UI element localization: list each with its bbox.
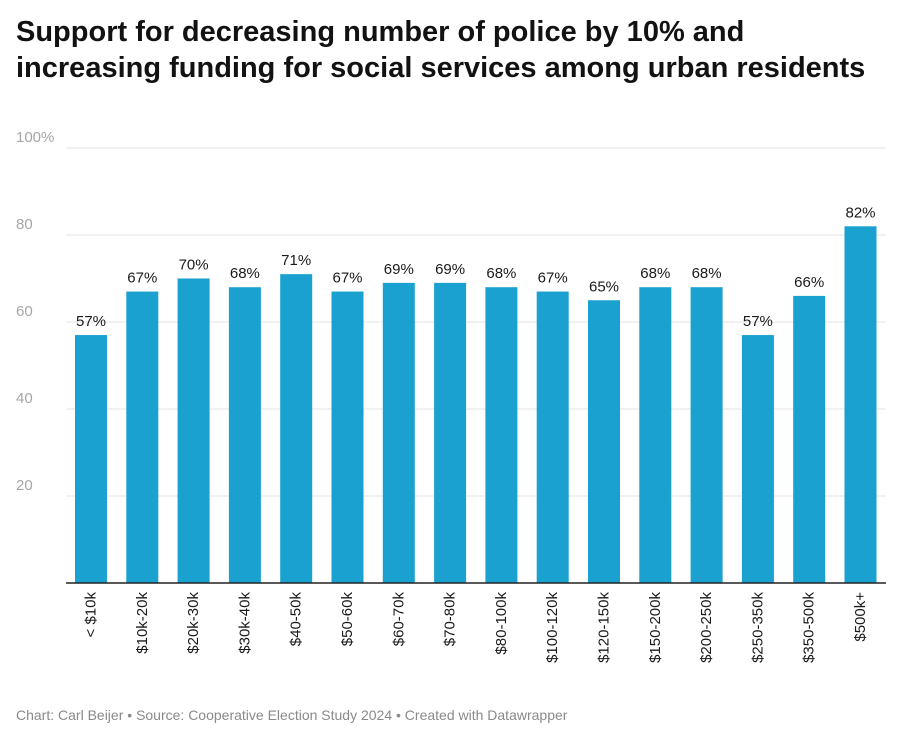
y-tick-label: 40 (16, 390, 33, 407)
bar (741, 335, 774, 583)
bar-value-label: 67% (127, 270, 157, 287)
bar-value-label: 71% (281, 252, 311, 269)
bar-value-label: 82% (845, 204, 875, 221)
y-tick-label: 20 (16, 477, 33, 494)
created-with: Created with Datawrapper (404, 707, 568, 723)
bar-value-label: 70% (179, 257, 209, 274)
chart-credit: Chart: Carl Beijer (16, 707, 124, 723)
bar-value-label: 68% (486, 265, 516, 282)
bar (588, 300, 620, 583)
bar-value-label: 57% (76, 313, 106, 330)
x-tick-label: $30k-40k (236, 592, 253, 654)
bars (75, 226, 877, 584)
x-tick-label: $250-350k (749, 592, 766, 663)
x-tick-label: < $10k (83, 592, 100, 638)
x-tick-label: $120-150k (596, 592, 613, 663)
bar-value-label: 68% (640, 265, 670, 282)
x-tick-label: $70-80k (442, 592, 459, 647)
chart-source: Source: Cooperative Election Study 2024 (136, 707, 393, 723)
bar (485, 287, 518, 583)
x-tick-label: $150-200k (647, 592, 664, 663)
chart-footer: Chart: Carl Beijer • Source: Cooperative… (16, 707, 567, 723)
footer-separator: • (123, 707, 137, 723)
x-tick-label: $100-120k (544, 592, 561, 663)
x-tick-label: $80-100k (493, 592, 510, 655)
y-tick-label: 80 (16, 216, 33, 233)
bar (75, 335, 107, 583)
bar-value-labels: 57% 67% 70% 68% 71% 67% 69% 69% 68% 67% 65% 68% 68% 5… (76, 204, 876, 330)
bar (280, 274, 313, 583)
x-tick-label: $500k+ (852, 592, 869, 642)
x-tick-label: $200-250k (698, 592, 715, 663)
x-tick-label: $350-500k (801, 592, 818, 663)
bar-value-label: 68% (230, 265, 260, 282)
bar-value-label: 57% (743, 313, 773, 330)
chart-title: Support for decreasing number of police … (16, 16, 866, 84)
bar (228, 287, 261, 583)
bar-value-label: 69% (384, 261, 414, 278)
bar-value-label: 66% (794, 274, 824, 291)
bar (844, 226, 877, 584)
y-tick-label: 100% (16, 129, 54, 146)
bar (536, 291, 569, 583)
bar-value-label: 68% (692, 265, 722, 282)
x-tick-label: $50-60k (339, 592, 356, 647)
bar (793, 295, 826, 583)
bar-value-label: 67% (538, 270, 568, 287)
bar (331, 291, 364, 583)
bar-value-label: 67% (332, 270, 362, 287)
bar-chart: 20 40 60 80 100% 57% 67% 70% 68% 71% 67% 69% 69% 68%… (16, 129, 886, 663)
x-tick-label: $10k-20k (134, 592, 151, 654)
bar-value-label: 65% (589, 278, 619, 295)
x-tick-label: $60-70k (390, 592, 407, 647)
bar (639, 287, 672, 583)
y-tick-label: 60 (16, 303, 33, 320)
x-axis-tick-labels: < $10k $10k-20k $20k-30k $30k-40k $40-50k $50… (83, 592, 870, 663)
bar (382, 282, 415, 583)
footer-separator: • (392, 707, 405, 723)
x-tick-label: $20k-30k (185, 592, 202, 654)
bar-value-label: 69% (435, 261, 465, 278)
bar (434, 282, 467, 583)
bar (177, 278, 210, 583)
bar (690, 287, 723, 583)
y-axis-tick-labels: 20 40 60 80 100% (16, 129, 54, 494)
x-tick-label: $40-50k (288, 592, 305, 647)
bar (126, 291, 159, 583)
